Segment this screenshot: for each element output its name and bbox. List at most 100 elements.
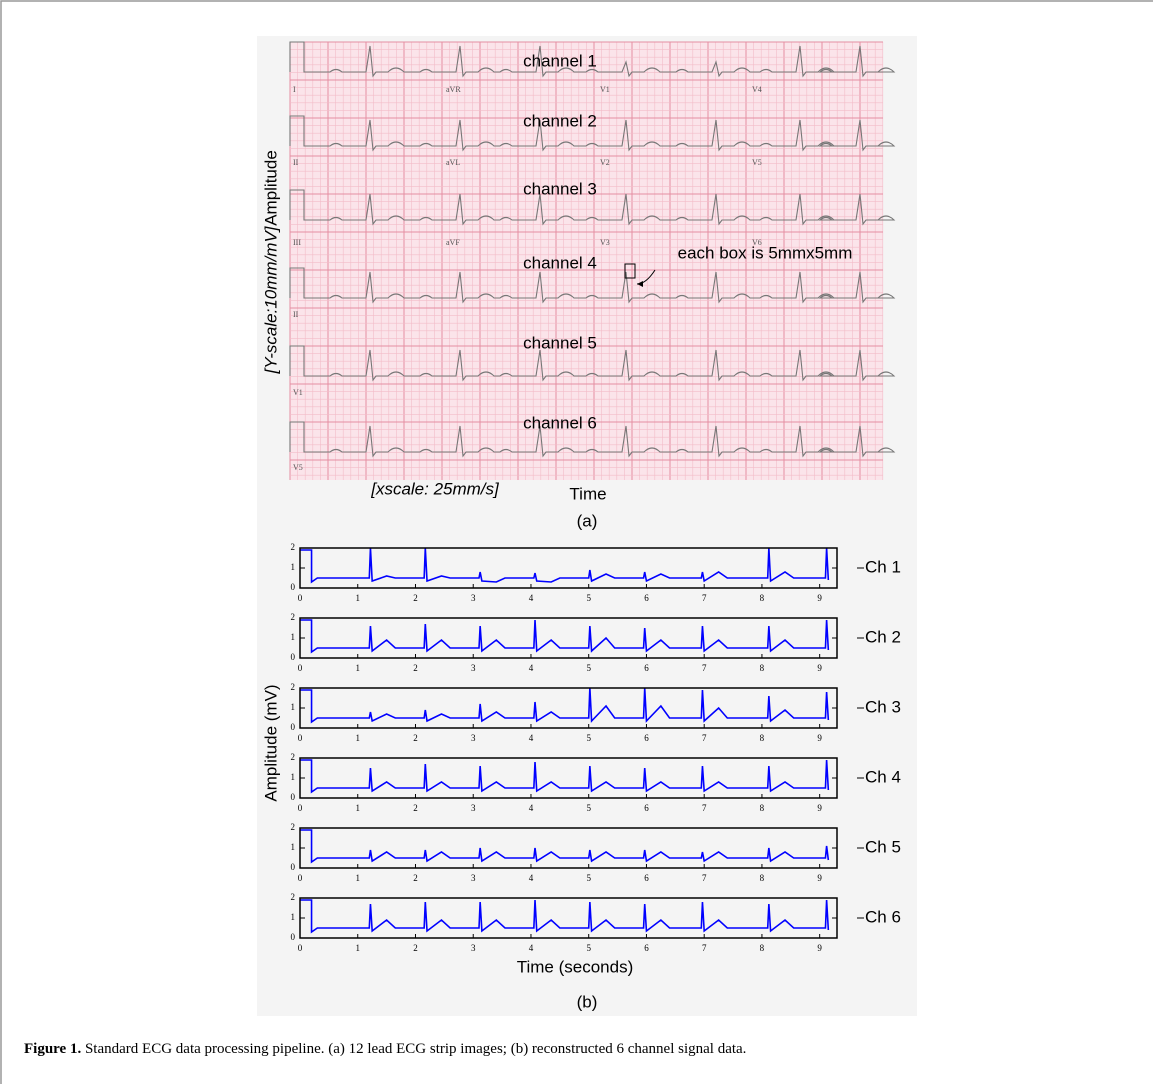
channel-name: Ch 6 bbox=[865, 907, 901, 926]
x-tick-label: 3 bbox=[471, 663, 476, 673]
lead-label: V3 bbox=[600, 238, 610, 247]
x-tick-label: 6 bbox=[644, 803, 649, 813]
y-scale-label: [Y-scale:10mm/mV] bbox=[261, 225, 280, 374]
lead-label: aVR bbox=[446, 85, 461, 94]
channel-label: channel 4 bbox=[523, 253, 597, 272]
x-tick-label: 1 bbox=[355, 593, 360, 603]
x-tick-label: 0 bbox=[298, 803, 303, 813]
x-tick-label: 8 bbox=[760, 733, 765, 743]
y-tick-label: 0 bbox=[291, 652, 296, 662]
x-tick-label: 5 bbox=[586, 593, 591, 603]
lead-label: V2 bbox=[600, 158, 610, 167]
channel-name: Ch 3 bbox=[865, 697, 901, 716]
y-tick-label: 0 bbox=[291, 582, 296, 592]
x-tick-label: 3 bbox=[471, 943, 476, 953]
y-tick-label: 1 bbox=[291, 702, 296, 712]
x-tick-label: 6 bbox=[644, 593, 649, 603]
y-tick-label: 2 bbox=[291, 542, 296, 552]
x-tick-label: 8 bbox=[760, 873, 765, 883]
y-tick-label: 2 bbox=[291, 892, 296, 902]
x-tick-label: 7 bbox=[702, 593, 707, 603]
x-tick-label: 3 bbox=[471, 593, 476, 603]
x-scale-label: [xscale: 25mm/s] bbox=[370, 479, 500, 498]
x-tick-label: 7 bbox=[702, 943, 707, 953]
x-tick-label: 7 bbox=[702, 663, 707, 673]
channel-name: Ch 5 bbox=[865, 837, 901, 856]
channel-label: channel 2 bbox=[523, 111, 597, 130]
page: channel 1channel 2channel 3channel 4chan… bbox=[0, 0, 1153, 1084]
channel-name: Ch 1 bbox=[865, 557, 901, 576]
y-tick-label: 1 bbox=[291, 632, 296, 642]
y-tick-label: 2 bbox=[291, 682, 296, 692]
x-tick-label: 4 bbox=[529, 943, 534, 953]
x-tick-label: 4 bbox=[529, 873, 534, 883]
x-tick-label: 0 bbox=[298, 593, 303, 603]
y-tick-label: 2 bbox=[291, 612, 296, 622]
lead-label: III bbox=[293, 238, 301, 247]
x-tick-label: 3 bbox=[471, 873, 476, 883]
y-tick-label: 1 bbox=[291, 562, 296, 572]
y-axis-label: Amplitude (mV) bbox=[261, 684, 280, 801]
y-tick-label: 0 bbox=[291, 792, 296, 802]
x-tick-label: 9 bbox=[817, 663, 822, 673]
x-tick-label: 1 bbox=[355, 943, 360, 953]
lead-label: V1 bbox=[293, 388, 303, 397]
x-tick-label: 4 bbox=[529, 803, 534, 813]
channel-label: channel 3 bbox=[523, 179, 597, 198]
y-tick-label: 2 bbox=[291, 752, 296, 762]
lead-label: V4 bbox=[752, 85, 762, 94]
annotation: each box is 5mmx5mm bbox=[678, 243, 853, 262]
x-tick-label: 0 bbox=[298, 943, 303, 953]
y-tick-label: 1 bbox=[291, 772, 296, 782]
channel-label: channel 6 bbox=[523, 413, 597, 432]
x-tick-label: 6 bbox=[644, 733, 649, 743]
x-tick-label: 5 bbox=[586, 733, 591, 743]
x-tick-label: 6 bbox=[644, 943, 649, 953]
x-axis-label: Time (seconds) bbox=[517, 957, 634, 976]
lead-label: aVF bbox=[446, 238, 460, 247]
x-tick-label: 5 bbox=[586, 873, 591, 883]
x-tick-label: 4 bbox=[529, 593, 534, 603]
y-tick-label: 0 bbox=[291, 862, 296, 872]
x-tick-label: 7 bbox=[702, 803, 707, 813]
lead-label: V1 bbox=[600, 85, 610, 94]
x-tick-label: 8 bbox=[760, 663, 765, 673]
x-tick-label: 0 bbox=[298, 663, 303, 673]
x-tick-label: 5 bbox=[586, 943, 591, 953]
x-tick-label: 2 bbox=[413, 803, 418, 813]
lead-label: V5 bbox=[293, 463, 303, 472]
x-tick-label: 4 bbox=[529, 733, 534, 743]
panel-label: (b) bbox=[577, 992, 598, 1011]
channel-name: Ch 2 bbox=[865, 627, 901, 646]
y-tick-label: 2 bbox=[291, 822, 296, 832]
x-tick-label: 8 bbox=[760, 803, 765, 813]
x-tick-label: 1 bbox=[355, 873, 360, 883]
x-axis-label: Time bbox=[569, 484, 606, 503]
y-tick-label: 1 bbox=[291, 912, 296, 922]
y-tick-label: 1 bbox=[291, 842, 296, 852]
caption-text: Standard ECG data processing pipeline. (… bbox=[85, 1041, 746, 1057]
x-tick-label: 9 bbox=[817, 943, 822, 953]
x-tick-label: 4 bbox=[529, 663, 534, 673]
y-tick-label: 0 bbox=[291, 722, 296, 732]
caption: Figure 1. Standard ECG data processing p… bbox=[24, 1041, 746, 1057]
x-tick-label: 6 bbox=[644, 663, 649, 673]
panel-label: (a) bbox=[577, 511, 598, 530]
x-tick-label: 1 bbox=[355, 663, 360, 673]
x-tick-label: 2 bbox=[413, 873, 418, 883]
x-tick-label: 7 bbox=[702, 873, 707, 883]
y-axis-label: Amplitude bbox=[261, 150, 280, 226]
channel-label: channel 5 bbox=[523, 333, 597, 352]
x-tick-label: 1 bbox=[355, 733, 360, 743]
caption-label: Figure 1. bbox=[24, 1041, 81, 1057]
lead-label: II bbox=[293, 158, 299, 167]
x-tick-label: 2 bbox=[413, 593, 418, 603]
lead-label: II bbox=[293, 310, 299, 319]
x-tick-label: 5 bbox=[586, 803, 591, 813]
channel-name: Ch 4 bbox=[865, 767, 901, 786]
x-tick-label: 2 bbox=[413, 733, 418, 743]
x-tick-label: 9 bbox=[817, 593, 822, 603]
x-tick-label: 0 bbox=[298, 733, 303, 743]
x-tick-label: 9 bbox=[817, 733, 822, 743]
